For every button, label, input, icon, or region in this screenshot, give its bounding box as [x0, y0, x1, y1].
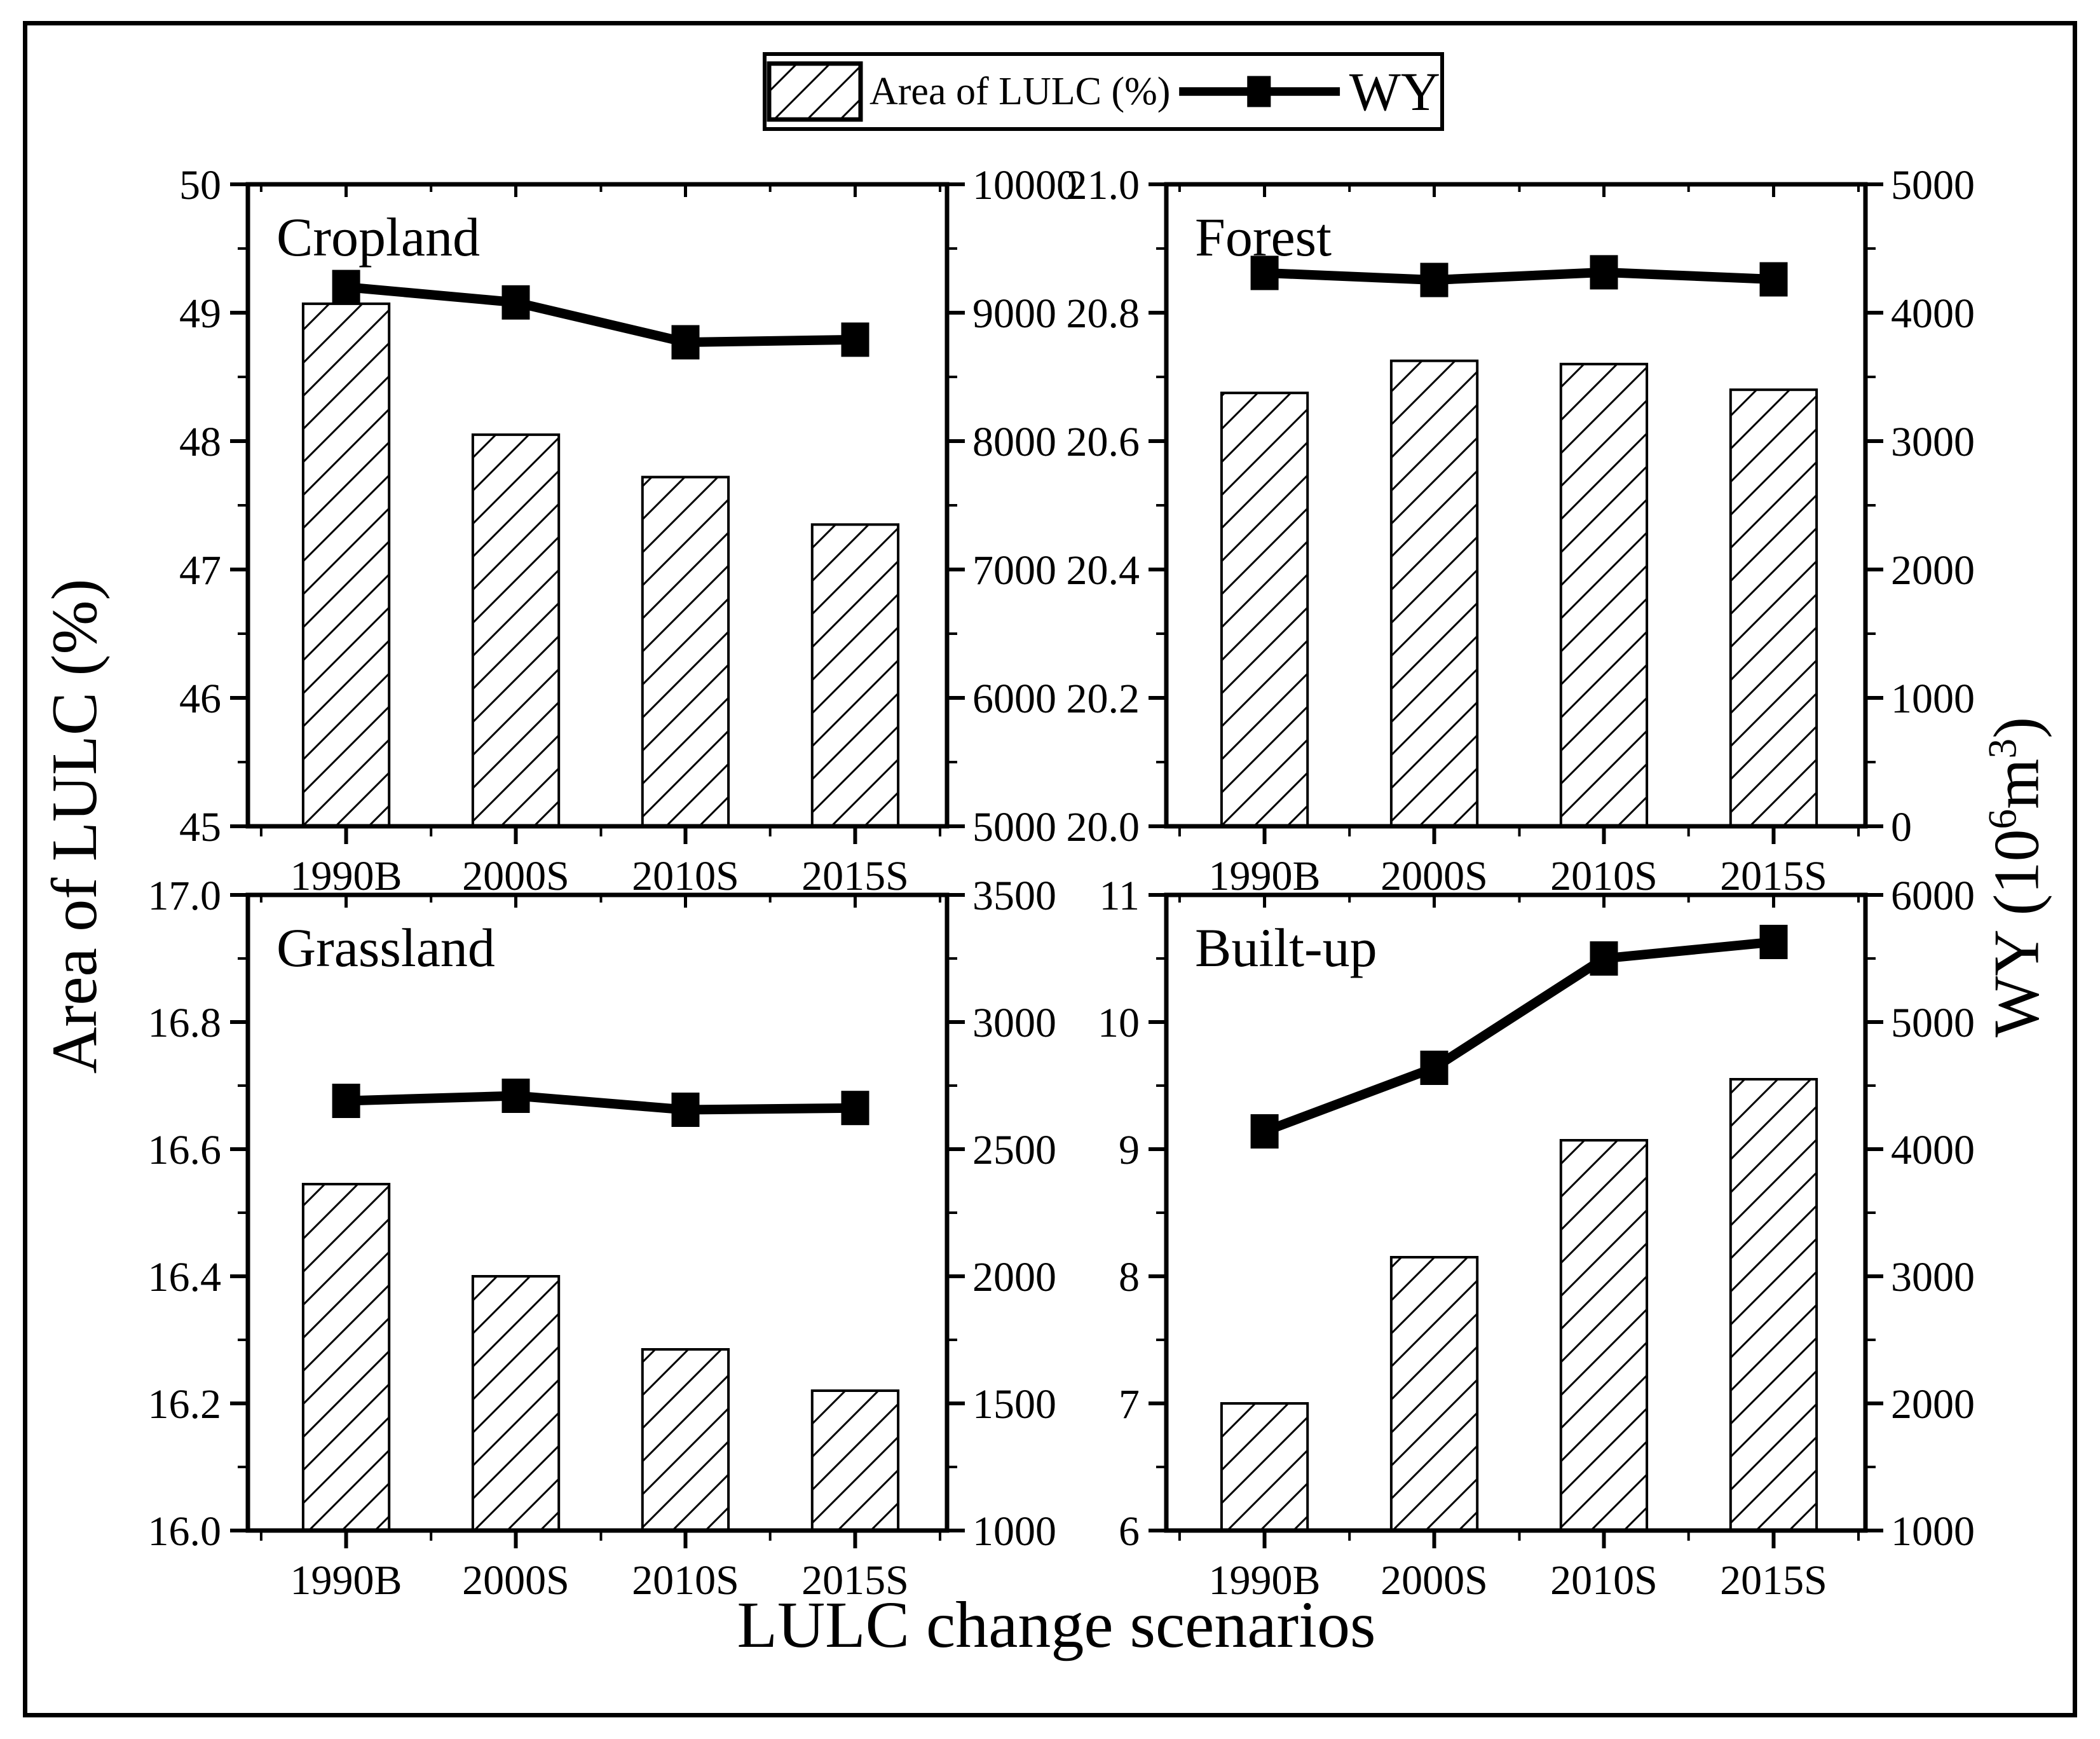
svg-text:6000: 6000 [972, 676, 1056, 722]
svg-text:9: 9 [1119, 1127, 1140, 1173]
svg-text:10000: 10000 [972, 162, 1077, 208]
svg-text:16.0: 16.0 [148, 1508, 222, 1555]
svg-text:20.0: 20.0 [1067, 804, 1140, 850]
svg-text:20.6: 20.6 [1067, 419, 1140, 465]
svg-text:6000: 6000 [1891, 873, 1975, 919]
svg-text:10: 10 [1098, 1000, 1140, 1046]
svg-text:16.4: 16.4 [148, 1254, 222, 1300]
svg-text:1500: 1500 [972, 1381, 1056, 1428]
svg-text:2015S: 2015S [1720, 853, 1827, 899]
right-title-sup2: 3 [1980, 738, 2025, 759]
wy-line-marker-icon [1179, 76, 1340, 107]
svg-text:16.8: 16.8 [148, 1000, 222, 1046]
svg-text:7: 7 [1119, 1381, 1140, 1428]
chart-plot-svg: 20.0 20.2 20.4 20.6 20.8 21.0 0 1000 2000 3000 400… [1067, 162, 1975, 899]
y-axis-title-left: Area of LULC (%) [39, 578, 111, 1074]
svg-text:2010S: 2010S [1550, 853, 1658, 899]
chart-plot-svg: 45 46 47 48 49 50 5000 6000 7000 8000 9000 10000 199… [179, 162, 1077, 899]
svg-text:2010S: 2010S [632, 853, 739, 899]
svg-text:4000: 4000 [1891, 1127, 1975, 1173]
svg-text:2000: 2000 [1891, 547, 1975, 594]
svg-text:1990B: 1990B [1209, 1557, 1321, 1604]
svg-text:1990B: 1990B [1209, 853, 1321, 899]
svg-text:17.0: 17.0 [148, 873, 222, 919]
svg-text:1990B: 1990B [290, 853, 402, 899]
svg-text:16.6: 16.6 [148, 1127, 222, 1173]
right-title-sup1: 6 [1980, 808, 2025, 829]
chart-plot-svg: 16.0 16.2 16.4 16.6 16.8 17.0 1000 1500 2000 2500… [148, 873, 1057, 1604]
svg-text:8: 8 [1119, 1254, 1140, 1300]
svg-text:5000: 5000 [972, 804, 1056, 850]
svg-text:20.8: 20.8 [1067, 290, 1140, 337]
svg-text:1990B: 1990B [290, 1557, 402, 1604]
svg-text:48: 48 [179, 419, 221, 465]
svg-text:2000S: 2000S [462, 853, 569, 899]
chart-panel-cropland: 45 46 47 48 49 50 5000 6000 7000 8000 9000 10000 199… [64, 140, 1138, 925]
svg-text:11: 11 [1099, 873, 1140, 919]
svg-text:2000S: 2000S [462, 1557, 569, 1604]
svg-text:5000: 5000 [1891, 162, 1975, 208]
panel-title-grassland: Grassland [276, 917, 495, 978]
svg-text:3000: 3000 [972, 1000, 1056, 1046]
x-axis-title: LULC change scenarios [737, 1588, 1376, 1661]
right-title-pre: WY (10 [1981, 829, 2053, 1038]
svg-text:8000: 8000 [972, 419, 1056, 465]
right-title-post: ) [1981, 716, 2053, 739]
svg-text:3000: 3000 [1891, 419, 1975, 465]
svg-text:16.2: 16.2 [148, 1381, 222, 1428]
svg-text:2000S: 2000S [1381, 1557, 1488, 1604]
y-axis-title-right: WY (106m3) [1980, 716, 2053, 1038]
svg-text:2500: 2500 [972, 1127, 1056, 1173]
svg-text:2000S: 2000S [1381, 853, 1488, 899]
svg-text:2015S: 2015S [1720, 1557, 1827, 1604]
svg-text:9000: 9000 [972, 290, 1056, 337]
svg-text:2015S: 2015S [801, 853, 909, 899]
svg-text:50: 50 [179, 162, 221, 208]
chart-plot-svg: 6 7 8 9 10 11 1000 2000 3000 4000 5000 6000 1990B 200… [1098, 873, 1975, 1604]
svg-text:1000: 1000 [972, 1508, 1056, 1555]
svg-text:0: 0 [1891, 804, 1912, 850]
svg-text:3000: 3000 [1891, 1254, 1975, 1300]
svg-text:3500: 3500 [972, 873, 1056, 919]
svg-text:45: 45 [179, 804, 221, 850]
svg-text:4000: 4000 [1891, 290, 1975, 337]
chart-panel-grassland: 16.0 16.2 16.4 16.6 16.8 17.0 1000 1500 2000 2500… [64, 850, 1138, 1629]
panel-title-cropland: Cropland [276, 207, 481, 268]
chart-panel-forest: 20.0 20.2 20.4 20.6 20.8 21.0 0 1000 2000 3000 400… [982, 140, 2056, 925]
legend-area-label: Area of LULC (%) [869, 70, 1171, 113]
svg-text:49: 49 [179, 290, 221, 337]
svg-text:2010S: 2010S [1550, 1557, 1658, 1604]
svg-text:2000: 2000 [972, 1254, 1056, 1300]
svg-text:20.4: 20.4 [1067, 547, 1140, 594]
svg-text:21.0: 21.0 [1067, 162, 1140, 208]
panel-title-forest: Forest [1195, 207, 1332, 268]
svg-text:46: 46 [179, 676, 221, 722]
svg-text:47: 47 [179, 547, 221, 594]
svg-text:1000: 1000 [1891, 1508, 1975, 1555]
svg-text:5000: 5000 [1891, 1000, 1975, 1046]
svg-text:2015S: 2015S [801, 1557, 909, 1604]
svg-text:1000: 1000 [1891, 676, 1975, 722]
svg-text:2010S: 2010S [632, 1557, 739, 1604]
svg-text:6: 6 [1119, 1508, 1140, 1555]
panel-title-builtup: Built-up [1195, 917, 1377, 978]
svg-text:2000: 2000 [1891, 1381, 1975, 1428]
hatched-bar-swatch-icon [767, 61, 863, 122]
legend-wy-label: WY [1349, 61, 1440, 122]
chart-panel-builtup: 6 7 8 9 10 11 1000 2000 3000 4000 5000 6000 1990B 200… [982, 850, 2056, 1629]
svg-text:7000: 7000 [972, 547, 1056, 594]
figure-border [23, 21, 2077, 1717]
legend: Area of LULC (%) WY [763, 52, 1444, 131]
right-title-mid: m [1981, 758, 2053, 809]
svg-text:20.2: 20.2 [1067, 676, 1140, 722]
